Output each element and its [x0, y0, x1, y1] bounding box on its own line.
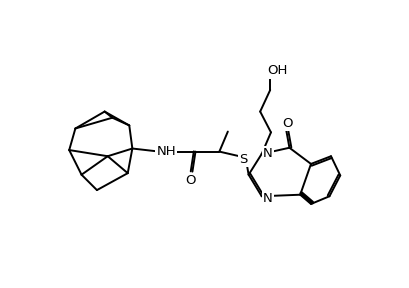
Text: O: O: [282, 117, 292, 130]
Text: N: N: [262, 192, 272, 205]
Text: NH: NH: [156, 145, 175, 158]
Text: O: O: [185, 174, 196, 187]
Text: OH: OH: [267, 64, 288, 77]
Text: S: S: [238, 153, 247, 166]
Text: N: N: [262, 147, 272, 160]
